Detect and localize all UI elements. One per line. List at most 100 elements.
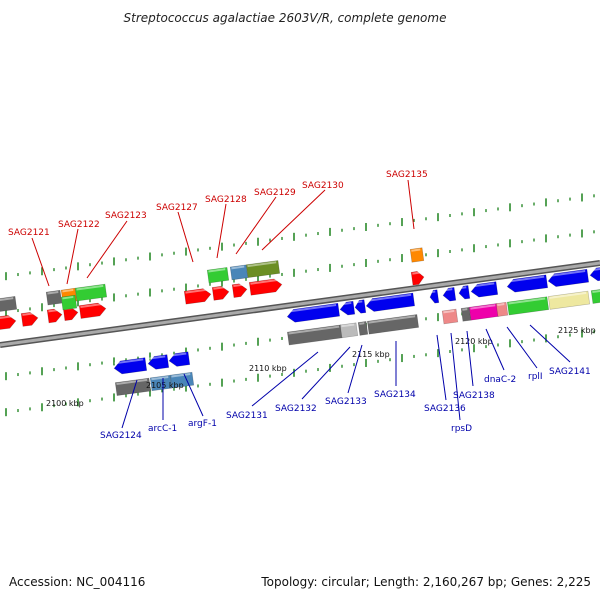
gene-feature[interactable]: [229, 264, 249, 281]
gene-glyph[interactable]: [287, 324, 343, 346]
gene-label-SAG2130[interactable]: SAG2130: [302, 181, 344, 191]
gene-feature[interactable]: [20, 311, 39, 327]
gene-glyph[interactable]: [45, 289, 63, 306]
gene-glyph[interactable]: [147, 354, 170, 371]
gene-feature[interactable]: [460, 306, 472, 322]
gene-feature[interactable]: [547, 290, 591, 310]
gene-label-SAG2123[interactable]: SAG2123: [105, 211, 147, 221]
gene-label-SAG2135[interactable]: SAG2135: [386, 170, 428, 180]
gene-glyph[interactable]: [0, 314, 17, 332]
gene-feature[interactable]: [442, 287, 457, 302]
gene-glyph[interactable]: [354, 299, 367, 314]
gene-label-SAG2129[interactable]: SAG2129: [254, 188, 296, 198]
gene-glyph[interactable]: [20, 311, 39, 327]
gene-glyph[interactable]: [365, 292, 415, 312]
gene-glyph[interactable]: [211, 285, 230, 301]
gene-glyph[interactable]: [409, 247, 425, 263]
gene-feature[interactable]: [45, 289, 63, 306]
gene-feature[interactable]: [547, 268, 590, 287]
gene-label-SAG2122[interactable]: SAG2122: [58, 220, 100, 230]
gene-glyph[interactable]: [547, 268, 590, 287]
gene-feature[interactable]: [429, 289, 440, 304]
gene-label-SAG2121[interactable]: SAG2121: [8, 228, 50, 238]
gene-label-SAG2138[interactable]: SAG2138: [453, 391, 495, 401]
gene-feature[interactable]: [410, 271, 425, 286]
gene-glyph[interactable]: [113, 357, 148, 375]
gene-feature[interactable]: [589, 265, 600, 282]
gene-feature[interactable]: [0, 296, 18, 314]
gene-feature[interactable]: [506, 274, 549, 293]
gene-label-arcC-1[interactable]: arcC-1: [148, 424, 177, 434]
gene-feature[interactable]: [169, 371, 195, 389]
gene-feature[interactable]: [287, 324, 343, 346]
gene-glyph[interactable]: [547, 290, 591, 310]
gene-feature[interactable]: [470, 281, 499, 298]
gene-feature[interactable]: [339, 322, 359, 339]
gene-glyph[interactable]: [245, 260, 281, 279]
gene-glyph[interactable]: [183, 288, 212, 305]
gene-feature[interactable]: [183, 288, 212, 305]
gene-label-SAG2127[interactable]: SAG2127: [156, 203, 198, 213]
gene-glyph[interactable]: [495, 301, 509, 317]
gene-feature[interactable]: [211, 285, 230, 301]
gene-label-SAG2131[interactable]: SAG2131: [226, 411, 268, 421]
gene-glyph[interactable]: [441, 308, 459, 325]
gene-glyph[interactable]: [60, 294, 78, 311]
gene-label-SAG2132[interactable]: SAG2132: [275, 404, 317, 414]
gene-glyph[interactable]: [357, 321, 369, 336]
gene-glyph[interactable]: [590, 288, 600, 304]
gene-label-dnaC-2[interactable]: dnaC-2: [484, 375, 516, 385]
gene-glyph[interactable]: [231, 283, 248, 298]
gene-feature[interactable]: [468, 303, 500, 321]
gene-feature[interactable]: [245, 260, 281, 279]
gene-glyph[interactable]: [149, 374, 173, 392]
gene-feature[interactable]: [60, 294, 78, 311]
gene-feature[interactable]: [149, 374, 173, 392]
gene-label-argF-1[interactable]: argF-1: [188, 419, 217, 429]
gene-feature[interactable]: [506, 296, 550, 316]
gene-glyph[interactable]: [248, 278, 283, 296]
gene-feature[interactable]: [231, 283, 248, 298]
gene-glyph[interactable]: [589, 265, 600, 282]
gene-feature[interactable]: [248, 278, 283, 296]
gene-glyph[interactable]: [78, 302, 107, 319]
gene-label-SAG2134[interactable]: SAG2134: [374, 390, 416, 400]
gene-feature[interactable]: [339, 300, 356, 316]
gene-glyph[interactable]: [442, 287, 457, 302]
gene-label-rplI[interactable]: rplI: [528, 372, 543, 382]
gene-feature[interactable]: [78, 302, 107, 319]
gene-glyph[interactable]: [506, 274, 549, 293]
gene-glyph[interactable]: [339, 322, 359, 339]
gene-glyph[interactable]: [168, 351, 191, 368]
gene-feature[interactable]: [441, 308, 459, 325]
gene-glyph[interactable]: [339, 300, 356, 316]
gene-feature[interactable]: [367, 314, 419, 335]
gene-glyph[interactable]: [506, 296, 550, 316]
gene-label-SAG2124[interactable]: SAG2124: [100, 431, 142, 441]
gene-glyph[interactable]: [0, 296, 18, 314]
gene-glyph[interactable]: [460, 306, 472, 322]
gene-feature[interactable]: [168, 351, 191, 368]
gene-feature[interactable]: [354, 299, 367, 314]
gene-glyph[interactable]: [229, 264, 249, 281]
gene-feature[interactable]: [147, 354, 170, 371]
gene-glyph[interactable]: [410, 271, 425, 286]
gene-glyph[interactable]: [74, 283, 108, 302]
gene-feature[interactable]: [0, 314, 17, 332]
gene-feature[interactable]: [74, 283, 108, 302]
gene-glyph[interactable]: [367, 314, 419, 335]
gene-glyph[interactable]: [458, 285, 471, 300]
gene-glyph[interactable]: [46, 308, 63, 324]
gene-glyph[interactable]: [286, 302, 340, 323]
gene-feature[interactable]: [113, 357, 148, 375]
gene-glyph[interactable]: [470, 281, 499, 298]
gene-feature[interactable]: [409, 247, 425, 263]
gene-glyph[interactable]: [429, 289, 440, 304]
gene-feature[interactable]: [206, 267, 230, 284]
gene-feature[interactable]: [495, 301, 509, 317]
gene-feature[interactable]: [286, 302, 340, 323]
gene-feature[interactable]: [357, 321, 369, 336]
gene-label-SAG2141[interactable]: SAG2141: [549, 367, 591, 377]
gene-feature[interactable]: [590, 288, 600, 304]
gene-feature[interactable]: [458, 285, 471, 300]
